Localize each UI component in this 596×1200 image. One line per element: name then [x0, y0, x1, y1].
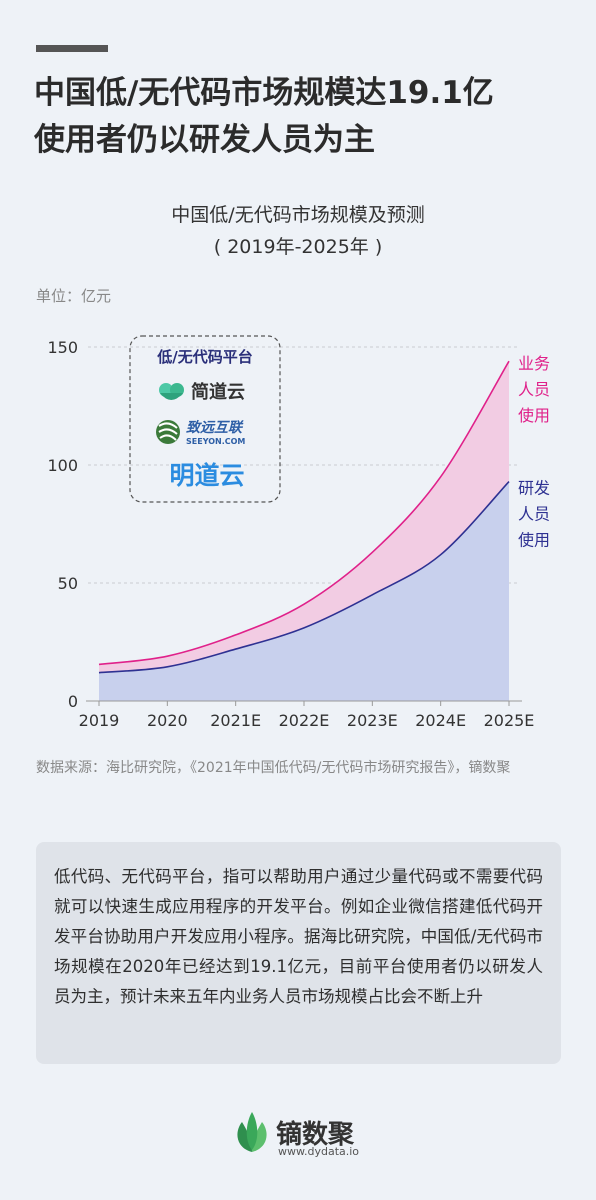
data-source: 数据来源：海比研究院，《2021年中国低代码/无代码市场研究报告》，镝数聚 [36, 760, 511, 776]
top-accent-bar [36, 45, 108, 52]
footer-brand: 镝数聚 [276, 1120, 355, 1150]
line-business-users [98, 360, 510, 666]
brand-seeyon-url: SEEYON.COM [186, 437, 245, 446]
x-tick-label: 2019 [79, 711, 120, 730]
platform-box-title: 低/无代码平台 [156, 348, 252, 366]
x-tick-label: 2020 [147, 711, 188, 730]
seeyon-logo-icon [156, 420, 180, 444]
y-tick-label: 50 [58, 574, 78, 593]
chart-subtitle: ( 2019年-2025年 ) [213, 236, 383, 258]
headline-line-1: 中国低/无代码市场规模达19.1亿 [34, 75, 494, 111]
brand-jiandaoyun: 简道云 [191, 381, 245, 403]
x-tick-label: 2023E [347, 711, 398, 730]
description-text: 低代码、无代码平台，指可以帮助用户通过少量代码或不需要代码就可以快速生成应用程序… [54, 867, 543, 1006]
dydata-leaf-logo-icon [237, 1112, 267, 1152]
description-box: 低代码、无代码平台，指可以帮助用户通过少量代码或不需要代码就可以快速生成应用程序… [36, 842, 561, 1064]
y-tick-label: 100 [47, 456, 78, 475]
line-developer-users [98, 480, 510, 674]
x-tick-label: 2021E [210, 711, 261, 730]
brand-seeyon: 致远互联 [186, 419, 244, 436]
y-tick-label: 0 [68, 692, 78, 711]
area-developer-users [99, 481, 509, 701]
brand-mingdaoyun: 明道云 [169, 461, 244, 490]
series-label-line: 业务 [518, 354, 550, 373]
series-label-line: 研发 [518, 479, 550, 498]
series-label-line: 使用 [518, 406, 550, 425]
headline-line-2: 使用者仍以研发人员为主 [34, 122, 375, 158]
x-tick-label: 2024E [415, 711, 466, 730]
series-label-line: 使用 [518, 531, 550, 550]
x-tick-label: 2022E [279, 711, 330, 730]
x-tick-label: 2025E [484, 711, 535, 730]
unit-label: 单位：亿元 [36, 287, 112, 305]
headline: 中国低/无代码市场规模达19.1亿 使用者仍以研发人员为主 [34, 70, 574, 164]
platform-box: 低/无代码平台 简道云 致远互联 SEEYON.COM 明道云 [129, 335, 281, 503]
series-label-line: 人员 [518, 380, 550, 399]
footer-url: www.dydata.io [278, 1145, 360, 1158]
series-label-line: 人员 [518, 505, 550, 524]
y-tick-labels: 0 50 100 150 [47, 338, 78, 711]
y-tick-label: 150 [47, 338, 78, 357]
jiandaoyun-logo-icon [159, 383, 184, 400]
x-tick-labels: 2019 2020 2021E 2022E 2023E 2024E 2025E [79, 701, 535, 730]
chart-title: 中国低/无代码市场规模及预测 [171, 204, 425, 226]
